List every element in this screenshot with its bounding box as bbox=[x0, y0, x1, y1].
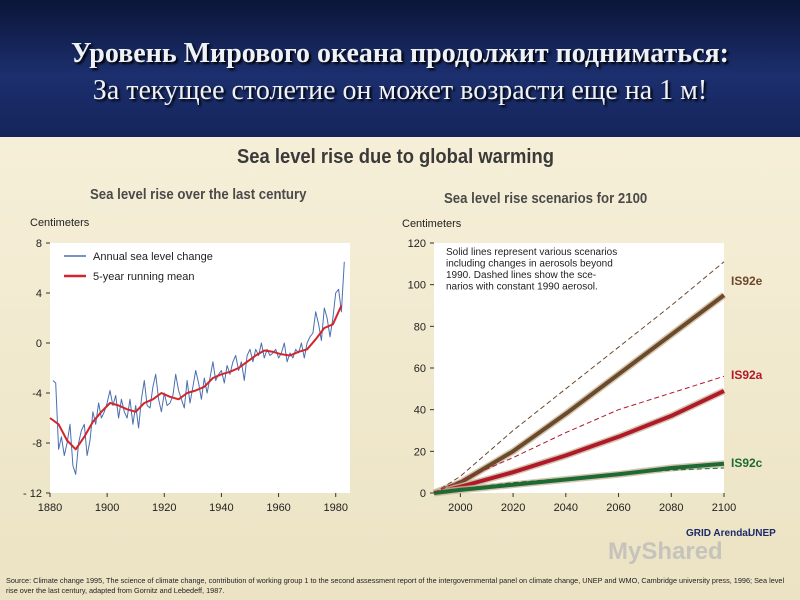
left-x-tick-label: 1940 bbox=[209, 502, 233, 514]
left-legend-label: 5-year running mean bbox=[93, 271, 195, 283]
left-x-tick-label: 1900 bbox=[95, 502, 119, 514]
left-series-line bbox=[52, 261, 345, 475]
left-y-tick-label: -4 bbox=[32, 388, 42, 400]
left-x-tick-label: 1980 bbox=[323, 502, 347, 514]
right-x-tick-label: 2100 bbox=[712, 502, 736, 514]
right-x-tick-label: 2060 bbox=[606, 502, 630, 514]
right-y-tick-label: 80 bbox=[414, 321, 426, 333]
right-series-end-label: IS92c bbox=[731, 456, 763, 470]
right-series-dashed-line bbox=[433, 261, 725, 494]
right-y-tick-label: 0 bbox=[420, 488, 426, 500]
right-series-dashed-line bbox=[433, 375, 725, 494]
right-annotation-line: including changes in aerosols beyond bbox=[446, 259, 613, 270]
left-plot-area bbox=[50, 243, 350, 493]
right-x-tick-label: 2040 bbox=[554, 502, 578, 514]
grid-arendal-logo: GRID Arendal bbox=[686, 528, 751, 539]
left-x-tick-label: 1880 bbox=[38, 502, 62, 514]
right-y-tick-label: 100 bbox=[408, 280, 426, 292]
right-annotation-line: narios with constant 1990 aerosol. bbox=[446, 282, 598, 293]
right-chart-title: Sea level rise scenarios for 2100 bbox=[444, 190, 648, 207]
right-series-end-label: IS92e bbox=[731, 274, 763, 288]
slide-subtitle: За текущее столетие он может возрасти ещ… bbox=[92, 75, 708, 106]
left-chart-title: Sea level rise over the last century bbox=[90, 186, 307, 203]
right-y-tick-label: 60 bbox=[414, 363, 426, 375]
left-y-tick-label: -8 bbox=[32, 438, 42, 450]
left-y-tick-label: - 12 bbox=[23, 488, 42, 500]
right-y-tick-label: 20 bbox=[414, 446, 426, 458]
right-y-tick-label: 40 bbox=[414, 405, 426, 417]
unep-logo: UNEP bbox=[748, 528, 776, 539]
left-y-tick-label: 8 bbox=[36, 238, 42, 250]
right-series-end-label: IS92a bbox=[731, 368, 763, 382]
left-y-axis-label: Centimeters bbox=[30, 217, 90, 229]
right-annotation-line: 1990. Dashed lines show the sce- bbox=[446, 270, 596, 281]
source-note: Source: Climate change 1995, The science… bbox=[6, 576, 785, 595]
right-y-axis-label: Centimeters bbox=[402, 218, 462, 230]
right-y-tick-label: 120 bbox=[408, 238, 426, 250]
left-x-tick-label: 1960 bbox=[266, 502, 290, 514]
right-series-dashed-line bbox=[433, 467, 725, 494]
right-series-solid-line bbox=[433, 461, 725, 495]
right-x-tick-label: 2080 bbox=[659, 502, 683, 514]
slide-title: Уровень Мирового океана продолжит подним… bbox=[71, 38, 729, 69]
left-y-tick-label: 4 bbox=[36, 288, 42, 300]
slide-header: Уровень Мирового океана продолжит подним… bbox=[0, 0, 800, 137]
right-annotation-line: Solid lines represent various scenarios bbox=[446, 247, 617, 258]
watermark: MyShared bbox=[608, 538, 723, 565]
right-x-tick-label: 2000 bbox=[448, 502, 472, 514]
left-x-tick-label: 1920 bbox=[152, 502, 176, 514]
figure-title: Sea level rise due to global warming bbox=[237, 146, 554, 168]
right-series-solid-line bbox=[433, 293, 726, 495]
left-y-tick-label: 0 bbox=[36, 338, 42, 350]
right-x-tick-label: 2020 bbox=[501, 502, 525, 514]
left-series-line bbox=[49, 305, 343, 451]
left-legend-label: Annual sea level change bbox=[93, 251, 213, 263]
